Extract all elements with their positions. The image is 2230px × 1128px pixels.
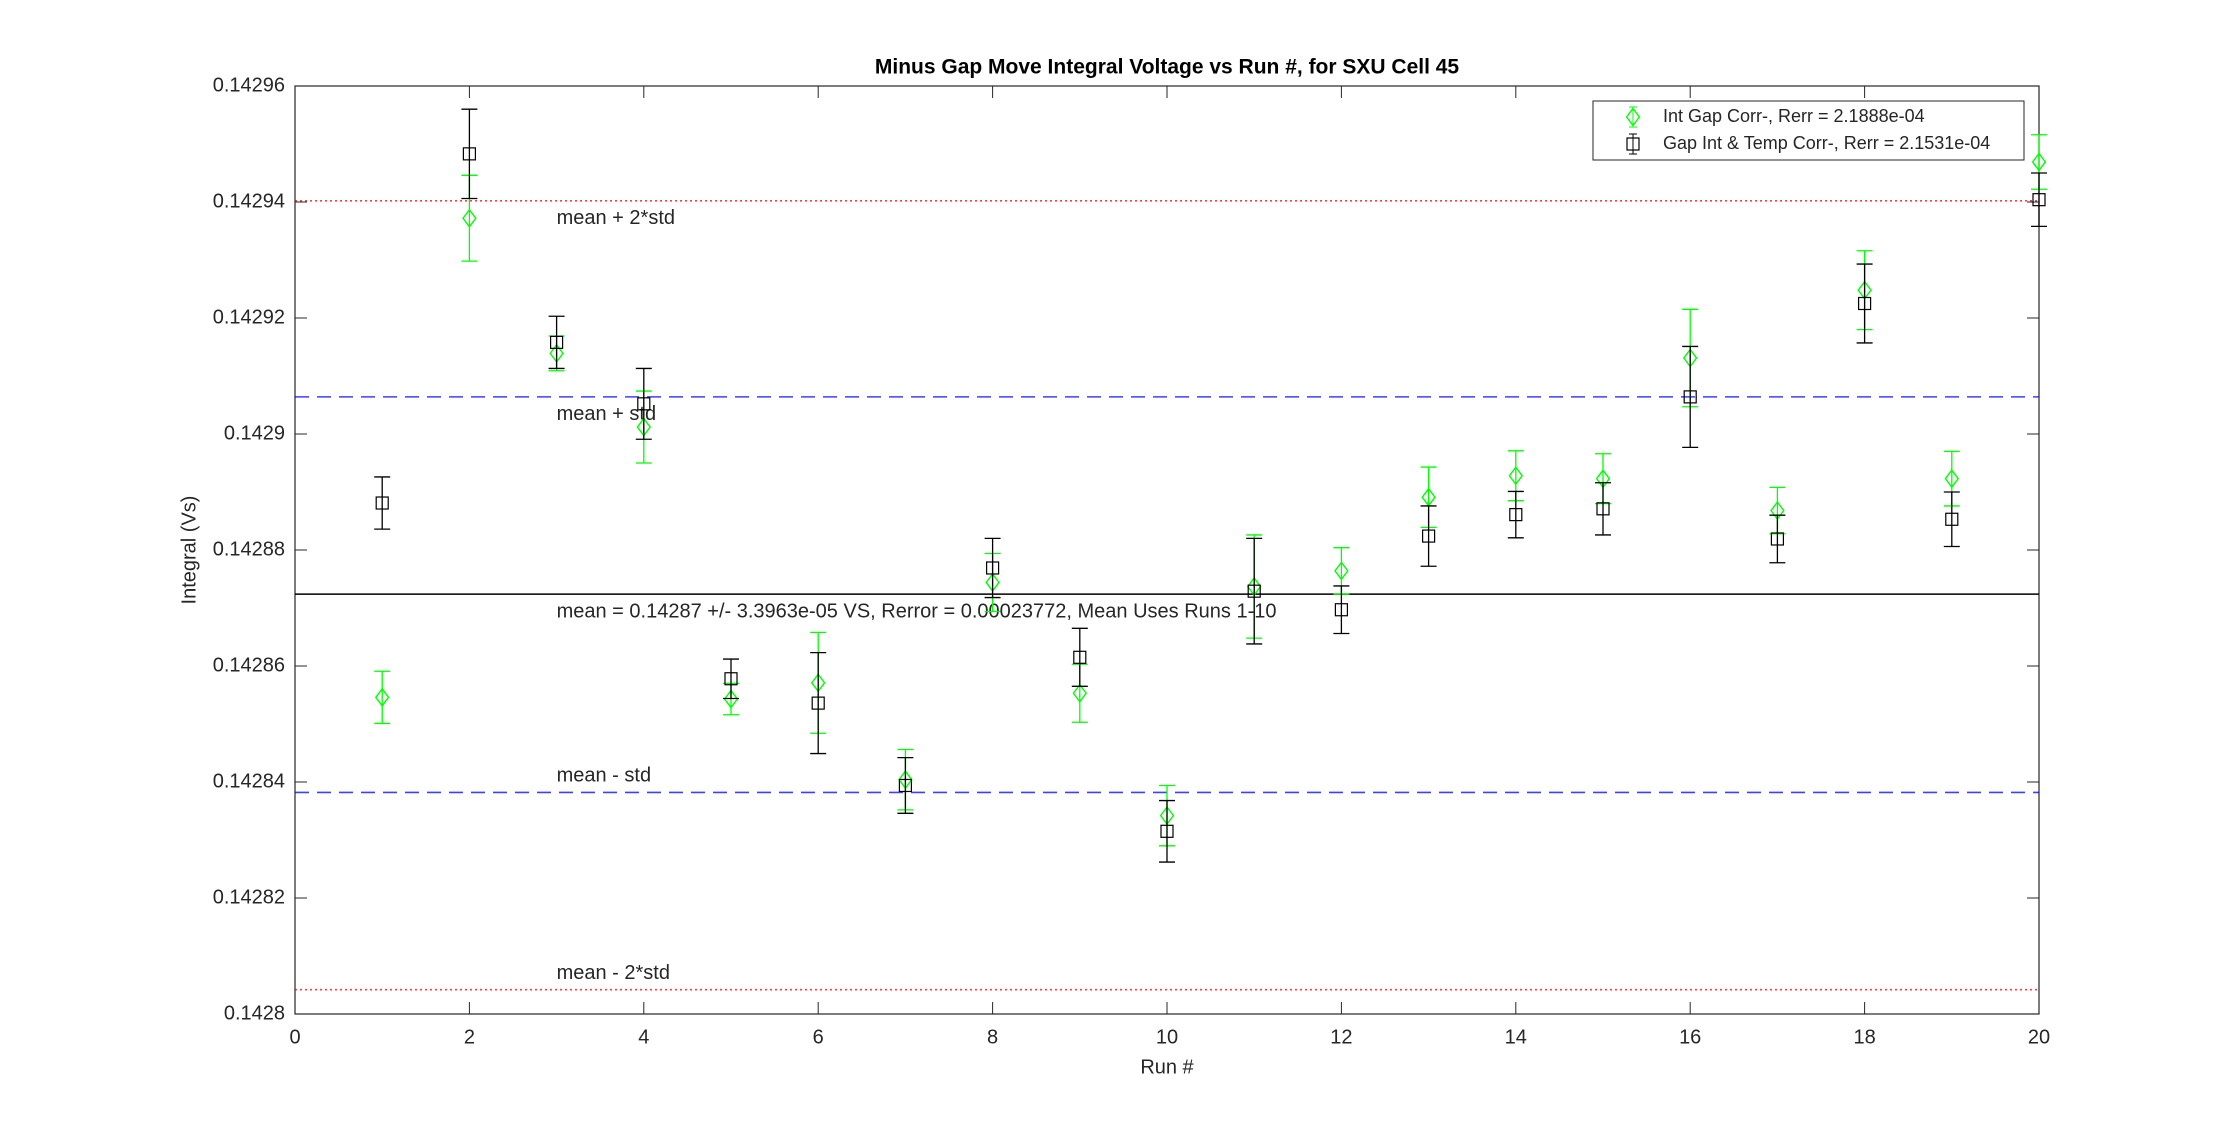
marker: [2032, 193, 2046, 207]
marker: [1509, 508, 1523, 522]
y-axis-label: Integral (Vs): [178, 496, 200, 605]
x-tick-label: 4: [638, 1026, 649, 1048]
error-bar: [1595, 482, 1611, 536]
error-bar: [1071, 627, 1088, 687]
y-tick-label: 0.14288: [213, 538, 285, 560]
error-bar: [1682, 345, 1699, 448]
error-bar: [1159, 799, 1175, 863]
marker: [1945, 512, 1959, 526]
marker: [1421, 529, 1436, 543]
marker: [1160, 824, 1174, 838]
y-tick-label: 0.14282: [213, 886, 285, 908]
error-bar: [984, 537, 1001, 599]
marker: [2031, 152, 2047, 172]
reference-label: mean = 0.14287 +/- 3.3963e-05 VS, Rerror…: [557, 600, 1277, 622]
marker: [1247, 584, 1261, 598]
error-bar: [548, 315, 565, 370]
marker: [1944, 468, 1960, 489]
marker: [1683, 390, 1697, 404]
marker: [985, 561, 1000, 575]
x-tick-label: 14: [1505, 1026, 1527, 1048]
reference-label: mean + std: [557, 403, 657, 425]
marker: [1857, 296, 1872, 311]
error-bar: [1246, 537, 1263, 645]
error-bar: [374, 476, 391, 530]
x-tick-label: 0: [289, 1026, 300, 1048]
reference-label: mean - std: [557, 765, 651, 787]
reference-label: mean + 2*std: [557, 207, 675, 229]
reference-label: mean - 2*std: [557, 962, 670, 984]
y-tick-label: 0.14286: [213, 654, 285, 676]
error-bar: [635, 367, 652, 440]
marker: [1625, 107, 1641, 127]
error-bar: [810, 652, 827, 755]
marker: [723, 689, 739, 709]
marker: [1508, 466, 1524, 486]
x-tick-label: 2: [464, 1026, 475, 1048]
marker: [724, 672, 738, 686]
marker: [374, 687, 390, 707]
error-bar: [1769, 514, 1786, 564]
y-tick-label: 0.14294: [213, 190, 285, 212]
error-bar: [374, 670, 391, 725]
marker: [1334, 603, 1349, 617]
error-bar: [897, 756, 914, 814]
marker: [811, 696, 825, 710]
marker: [1334, 561, 1349, 581]
marker: [462, 147, 476, 161]
series: [374, 108, 2047, 863]
error-bar: [461, 108, 478, 200]
marker: [1073, 650, 1087, 664]
marker: [462, 208, 477, 228]
legend-box: [1592, 100, 2025, 161]
error-bar: [1507, 490, 1524, 539]
y-tick-label: 0.14296: [213, 74, 285, 96]
x-tick-label: 16: [1679, 1026, 1701, 1048]
y-tick-label: 0.1429: [224, 422, 285, 444]
legend-error-bar: [1629, 106, 1637, 128]
marker: [898, 778, 913, 793]
error-bar: [1333, 585, 1350, 635]
marker: [1072, 683, 1088, 703]
error-bar: [1856, 263, 1873, 344]
x-tick-label: 12: [1330, 1026, 1352, 1048]
x-tick-label: 6: [813, 1026, 824, 1048]
legend: Int Gap Corr-, Rerr = 2.1888e-04 Gap Int …: [1592, 100, 2025, 161]
error-bar: [2031, 172, 2047, 228]
legend-label: Int Gap Corr-, Rerr = 2.1888e-04: [1663, 106, 1925, 126]
error-bar: [1420, 505, 1437, 567]
error-bar: [1943, 491, 1960, 548]
marker: [1596, 502, 1610, 516]
x-axis-label: Run #: [1140, 1056, 1194, 1078]
marker: [375, 496, 389, 510]
marker: [1770, 532, 1785, 546]
x-tick-label: 20: [2028, 1026, 2050, 1048]
chart-title: Minus Gap Move Integral Voltage vs Run #…: [875, 56, 1460, 79]
marker: [1626, 137, 1640, 151]
y-tick-label: 0.14284: [213, 770, 285, 792]
legend-error-bar: [1629, 133, 1637, 155]
legend-label: Gap Int & Temp Corr-, Rerr = 2.1531e-04: [1663, 133, 1990, 153]
marker: [549, 335, 564, 349]
error-bar: [723, 658, 739, 700]
y-tick-label: 0.1428: [224, 1002, 285, 1024]
y-tick-label: 0.14292: [213, 306, 285, 328]
x-tick-label: 18: [1853, 1026, 1875, 1048]
x-tick-label: 10: [1156, 1026, 1178, 1048]
marker: [637, 397, 651, 411]
x-tick-label: 8: [987, 1026, 998, 1048]
